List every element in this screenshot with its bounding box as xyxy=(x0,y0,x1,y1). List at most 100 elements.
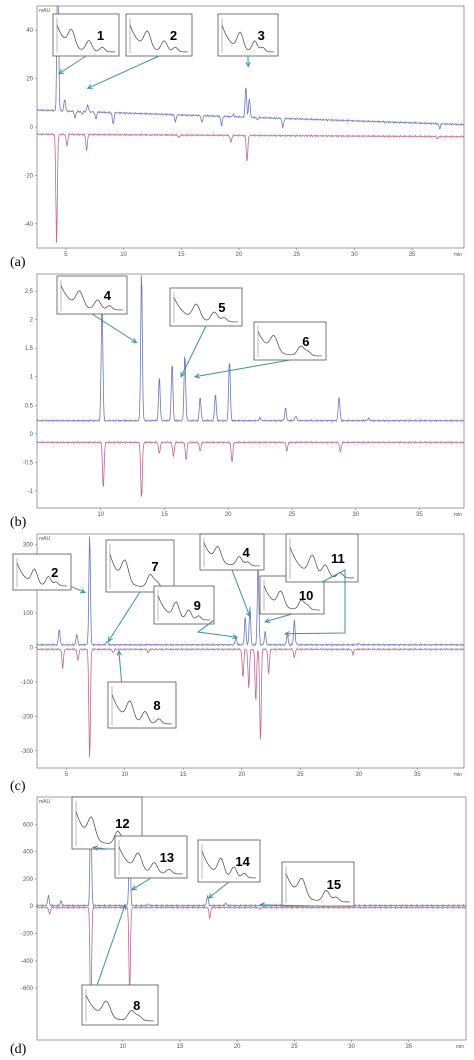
callout-arrowhead xyxy=(86,84,93,89)
chromatogram-panel-2: 10 15 20 25 30 35 2.5 2 1.5 1 0.5 0 -0.5 -1 min 4 5 6 (b) xyxy=(10,273,465,530)
inset-spectrum-trace xyxy=(85,994,155,1022)
peak-number-label: 8 xyxy=(133,998,140,1013)
peak-callout: 10 xyxy=(259,575,325,624)
chromatogram-panel-3: 51015202530353002001000-100-200-300mAUmi… xyxy=(10,533,465,794)
panel-label: (d) xyxy=(10,1042,27,1057)
inset-spectrum-trace xyxy=(111,694,173,725)
series-line-lower xyxy=(36,647,465,757)
inset-spectrum-trace xyxy=(201,850,257,879)
callout-arrow-line xyxy=(180,325,207,377)
x-tick-label: 35 xyxy=(405,1044,412,1050)
x-tick-label: 10 xyxy=(119,1044,126,1050)
x-tick-label: 25 xyxy=(289,512,296,518)
series-line-lower xyxy=(36,440,465,497)
inset-spectrum-box xyxy=(114,835,188,879)
callout-arrowhead xyxy=(131,337,138,344)
x-tick-label: 35 xyxy=(409,252,416,258)
inset-spectrum-box xyxy=(56,275,128,315)
y-tick-label: -600 xyxy=(21,986,34,992)
y-tick-label: 200 xyxy=(23,877,34,883)
callout-arrow-line xyxy=(285,569,346,635)
y-tick-label: 400 xyxy=(23,850,34,856)
inset-spectrum-trace xyxy=(157,595,211,621)
x-tick-label: 15 xyxy=(161,512,168,518)
y-tick-label: -20 xyxy=(24,173,33,179)
peak-number-label: 13 xyxy=(160,850,174,865)
y-tick-label: -400 xyxy=(21,959,34,965)
x-tick-label: 30 xyxy=(351,252,358,258)
peak-number-label: 6 xyxy=(302,334,309,349)
x-tick-label: 25 xyxy=(293,252,300,258)
x-unit-label: min xyxy=(454,772,462,778)
x-tick-label: 5 xyxy=(65,772,69,778)
chromatogram-panel-1: 5 10 15 20 25 30 35 40 20 0 -20 -40 mAU min 1 2 3 (a) xyxy=(10,5,465,270)
y-tick-label: -200 xyxy=(21,932,34,938)
peak-number-label: 3 xyxy=(258,28,265,43)
callout-arrow-line xyxy=(107,591,141,642)
x-tick-label: 20 xyxy=(225,512,232,518)
inset-spectrum-box xyxy=(199,533,265,571)
inset-spectrum-box xyxy=(153,585,215,625)
callout-arrowhead xyxy=(232,634,239,640)
callout-arrowhead xyxy=(116,649,122,656)
x-tick-label: 30 xyxy=(352,512,359,518)
peak-number-label: 14 xyxy=(235,854,250,869)
chromatogram-panel-4: 10 15 20 25 30 35 600 400 200 0 -200 -400 -600 mAU min… xyxy=(10,796,467,1057)
peak-number-label: 7 xyxy=(151,559,158,574)
x-tick-label: 30 xyxy=(355,772,362,778)
inset-spectrum-trace xyxy=(109,554,171,589)
y-unit-label: mAU xyxy=(39,8,51,14)
y-tick-label: -200 xyxy=(21,714,34,720)
inset-spectrum-trace xyxy=(257,331,323,357)
x-tick-label: 10 xyxy=(120,252,127,258)
panel-label: (b) xyxy=(10,515,27,530)
x-tick-label: 15 xyxy=(178,252,185,258)
inset-spectrum-box xyxy=(281,861,355,907)
peak-number-label: 5 xyxy=(218,300,225,315)
callout-arrow-line xyxy=(93,847,108,850)
callout-arrow-line xyxy=(260,904,319,907)
peak-number-label: 1 xyxy=(97,28,104,43)
peak-number-label: 9 xyxy=(194,598,201,613)
peak-callout: 9 xyxy=(153,585,239,640)
inset-spectrum-trace xyxy=(285,873,351,903)
x-tick-label: 30 xyxy=(348,1044,355,1050)
peak-callout: 6 xyxy=(193,321,327,379)
y-unit-label: mAU xyxy=(39,536,51,542)
peak-callout: 15 xyxy=(258,861,355,908)
x-unit-label: min xyxy=(456,1044,464,1050)
inset-spectrum-box xyxy=(12,553,72,591)
callout-arrowhead xyxy=(121,903,127,910)
inset-spectrum-box xyxy=(52,13,120,57)
peak-number-label: 2 xyxy=(51,565,58,580)
peak-number-label: 11 xyxy=(331,551,345,566)
inset-spectrum-box xyxy=(81,984,159,1026)
y-tick-label: 40 xyxy=(26,28,33,34)
callout-arrowhead xyxy=(57,69,64,75)
inset-spectrum-trace xyxy=(60,285,124,311)
x-tick-label: 35 xyxy=(414,772,421,778)
inset-spectrum-trace xyxy=(129,24,189,53)
y-tick-label: 0 xyxy=(30,904,34,910)
series-line-upper xyxy=(36,5,465,130)
callout-arrowhead xyxy=(245,61,251,68)
peak-callout: 8 xyxy=(81,903,159,1026)
callout-arrowhead xyxy=(207,893,214,899)
callout-arrow-line xyxy=(87,55,160,89)
callout-arrow-line xyxy=(208,881,230,899)
peak-callout: 8 xyxy=(107,649,177,729)
callout-arrow-line xyxy=(118,650,123,683)
series-line-upper xyxy=(36,536,465,647)
callout-arrowhead xyxy=(91,845,98,851)
peak-callout: 1 xyxy=(52,13,120,75)
peak-callout: 2 xyxy=(86,13,193,89)
panel-label: (c) xyxy=(10,779,26,794)
callout-arrowhead xyxy=(130,885,137,891)
x-tick-label: 15 xyxy=(177,1044,184,1050)
callout-arrowhead xyxy=(283,631,290,637)
peak-number-label: 8 xyxy=(153,698,160,713)
inset-spectrum-trace xyxy=(118,846,184,875)
series-line-lower xyxy=(36,132,465,243)
x-tick-label: 25 xyxy=(291,1044,298,1050)
y-tick-label: -100 xyxy=(21,680,34,686)
